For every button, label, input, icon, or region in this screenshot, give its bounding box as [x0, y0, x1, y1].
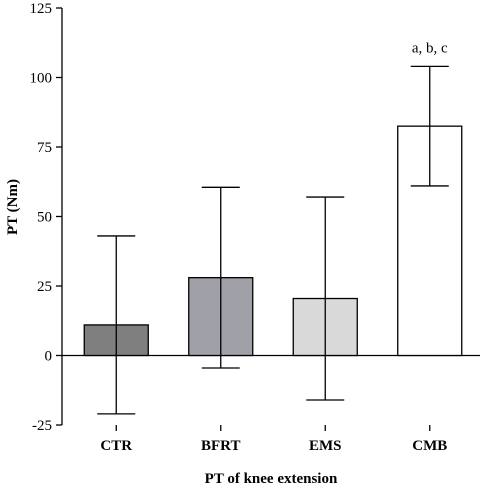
bars: [83, 125, 463, 357]
y-tick-label: 0: [45, 349, 53, 365]
y-tick-label: -25: [32, 418, 52, 434]
y-tick-label: 100: [30, 71, 53, 87]
x-tick-label-cmb: CMB: [412, 438, 447, 454]
error-bars: [97, 65, 449, 415]
x-tick-label-ctr: CTR: [100, 438, 132, 454]
y-tick-label: 25: [37, 279, 52, 295]
x-tick-label-ems: EMS: [309, 438, 342, 454]
y-tick-label: 50: [37, 210, 52, 226]
y-axis-title: PT (Nm): [5, 179, 21, 235]
y-tick-label: 125: [30, 1, 53, 17]
y-axis: -25 0 25 50 75 100 125: [30, 1, 63, 434]
y-tick-label: 75: [37, 140, 52, 156]
x-axis-labels: CTR BFRT EMS CMB: [100, 425, 447, 454]
x-axis-title: PT of knee extension: [205, 471, 338, 487]
x-tick-label-bfrt: BFRT: [201, 438, 240, 454]
annotations: a, b, c: [412, 40, 448, 56]
significance-annotation: a, b, c: [412, 40, 448, 56]
